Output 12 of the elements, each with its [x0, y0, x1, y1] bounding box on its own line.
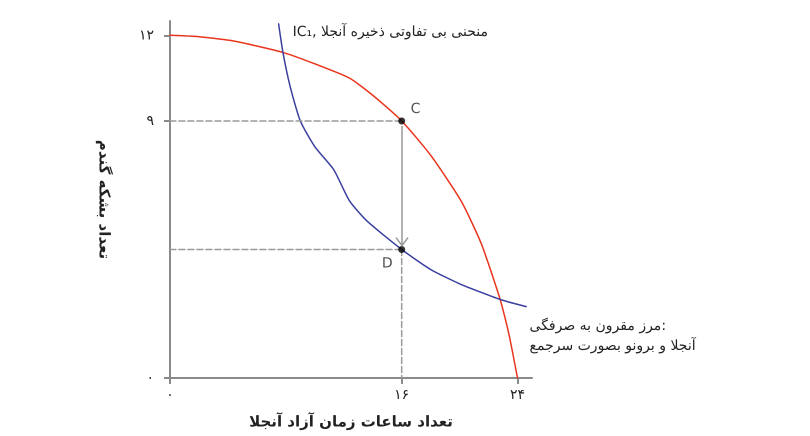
series-label: IC₁, منحنی بی تفاوتی ذخیره آنجلا: [292, 22, 488, 40]
x-axis-title: تعداد ساعات زمان آزاد آنجلا: [249, 412, 453, 430]
annotation: C: [410, 100, 421, 117]
series-label: مرز مقرون به صرفگی: آنجلا و برونو بصورت سرجمع: [530, 317, 697, 354]
x-tick-label: ۰: [166, 387, 174, 403]
x-tick-label: ۲۴: [510, 387, 526, 403]
annotation: D: [382, 255, 393, 272]
x-tick-label: ۱۶: [394, 387, 410, 403]
y-tick-label: ۱۲: [138, 27, 154, 44]
y-axis-title: تعداد بشکه گندم: [96, 140, 114, 260]
y-tick-label: ۹: [146, 112, 154, 129]
y-tick-label: ۰: [146, 370, 154, 386]
